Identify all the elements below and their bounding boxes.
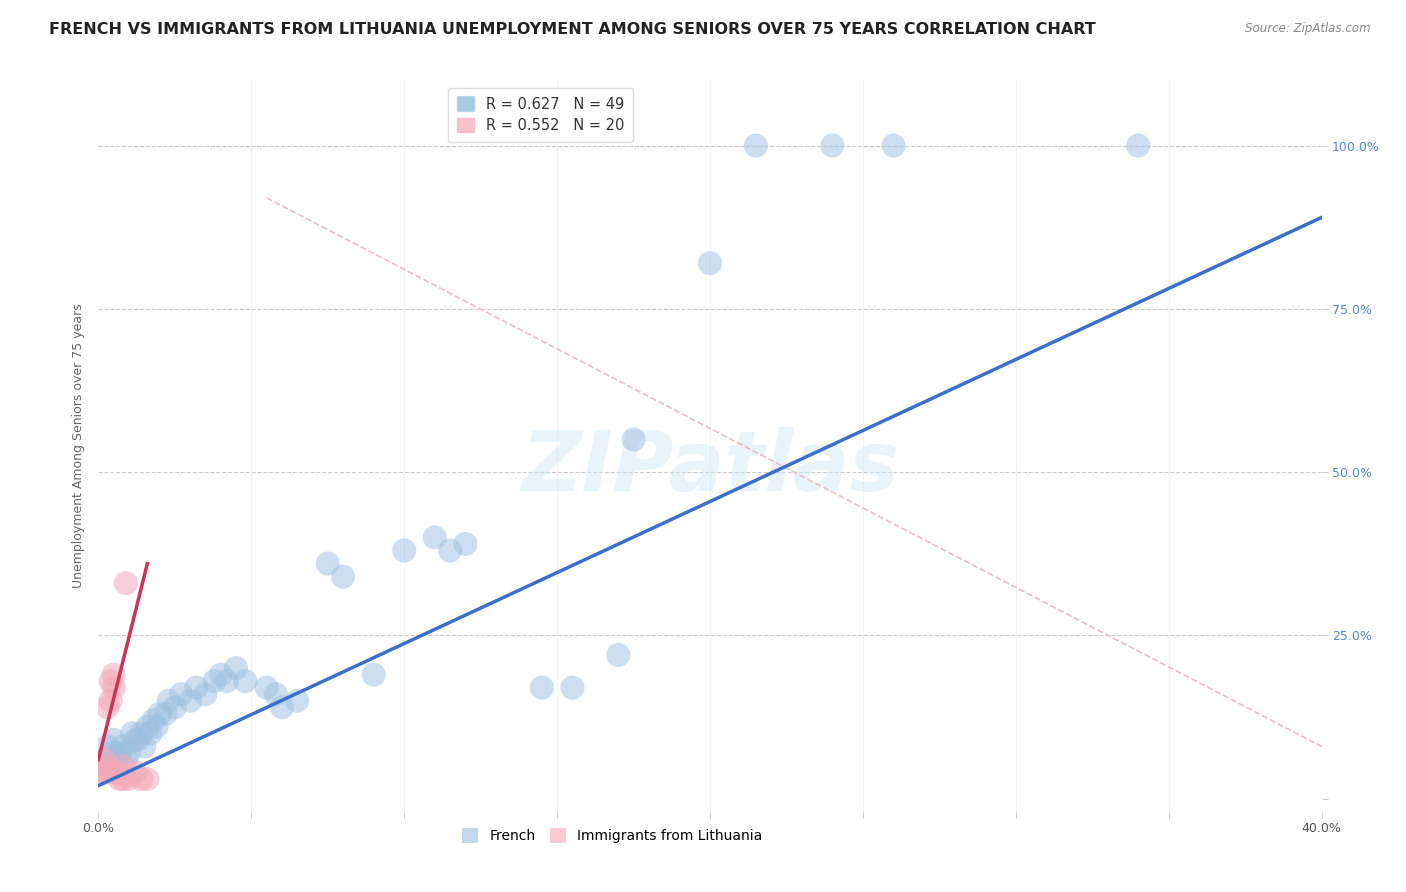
Point <box>111 759 134 773</box>
Point <box>179 694 201 708</box>
Point <box>118 772 141 786</box>
Point <box>256 681 278 695</box>
Point <box>111 739 134 754</box>
Point <box>100 694 122 708</box>
Point <box>145 720 167 734</box>
Point <box>332 569 354 583</box>
Point <box>118 746 141 760</box>
Point <box>127 732 149 747</box>
Text: FRENCH VS IMMIGRANTS FROM LITHUANIA UNEMPLOYMENT AMONG SENIORS OVER 75 YEARS COR: FRENCH VS IMMIGRANTS FROM LITHUANIA UNEM… <box>49 22 1095 37</box>
Point <box>439 543 461 558</box>
Legend: French, Immigrants from Lithuania: French, Immigrants from Lithuania <box>456 822 768 848</box>
Point <box>454 537 477 551</box>
Point <box>607 648 630 662</box>
Point <box>363 667 385 681</box>
Point <box>97 759 120 773</box>
Point <box>699 256 721 270</box>
Point <box>170 687 193 701</box>
Point <box>215 674 238 689</box>
Point <box>157 694 180 708</box>
Point <box>745 138 768 153</box>
Point <box>97 700 120 714</box>
Point <box>155 706 177 721</box>
Point <box>97 739 120 754</box>
Point <box>561 681 583 695</box>
Point <box>136 772 159 786</box>
Point <box>316 557 339 571</box>
Point <box>264 687 287 701</box>
Point <box>97 765 120 780</box>
Point <box>124 765 146 780</box>
Point <box>93 752 115 766</box>
Point <box>821 138 844 153</box>
Point <box>115 752 138 766</box>
Point <box>115 576 138 591</box>
Point <box>530 681 553 695</box>
Point <box>623 433 645 447</box>
Point <box>121 726 143 740</box>
Point <box>103 681 125 695</box>
Point <box>883 138 905 153</box>
Text: ZIPatlas: ZIPatlas <box>522 427 898 508</box>
Point <box>139 726 162 740</box>
Point <box>392 543 416 558</box>
Point <box>194 687 217 701</box>
Point <box>105 765 128 780</box>
Point <box>124 732 146 747</box>
Point <box>142 714 165 728</box>
Point <box>90 765 112 780</box>
Point <box>97 759 120 773</box>
Point <box>225 661 247 675</box>
Point <box>1128 138 1150 153</box>
Point <box>163 700 186 714</box>
Point <box>103 667 125 681</box>
Y-axis label: Unemployment Among Seniors over 75 years: Unemployment Among Seniors over 75 years <box>72 303 86 589</box>
Point <box>105 765 128 780</box>
Point <box>129 772 152 786</box>
Point <box>186 681 208 695</box>
Point <box>103 746 125 760</box>
Point <box>233 674 256 689</box>
Point <box>285 694 308 708</box>
Point <box>136 720 159 734</box>
Point <box>100 759 122 773</box>
Point <box>129 726 152 740</box>
Point <box>93 765 115 780</box>
Point <box>204 674 226 689</box>
Point <box>105 752 128 766</box>
Point <box>100 674 122 689</box>
Point <box>209 667 232 681</box>
Point <box>108 746 131 760</box>
Point <box>149 706 172 721</box>
Point <box>423 530 446 544</box>
Point <box>103 732 125 747</box>
Point <box>93 752 115 766</box>
Point <box>111 772 134 786</box>
Text: Source: ZipAtlas.com: Source: ZipAtlas.com <box>1246 22 1371 36</box>
Point <box>134 739 156 754</box>
Point <box>270 700 292 714</box>
Point <box>108 772 131 786</box>
